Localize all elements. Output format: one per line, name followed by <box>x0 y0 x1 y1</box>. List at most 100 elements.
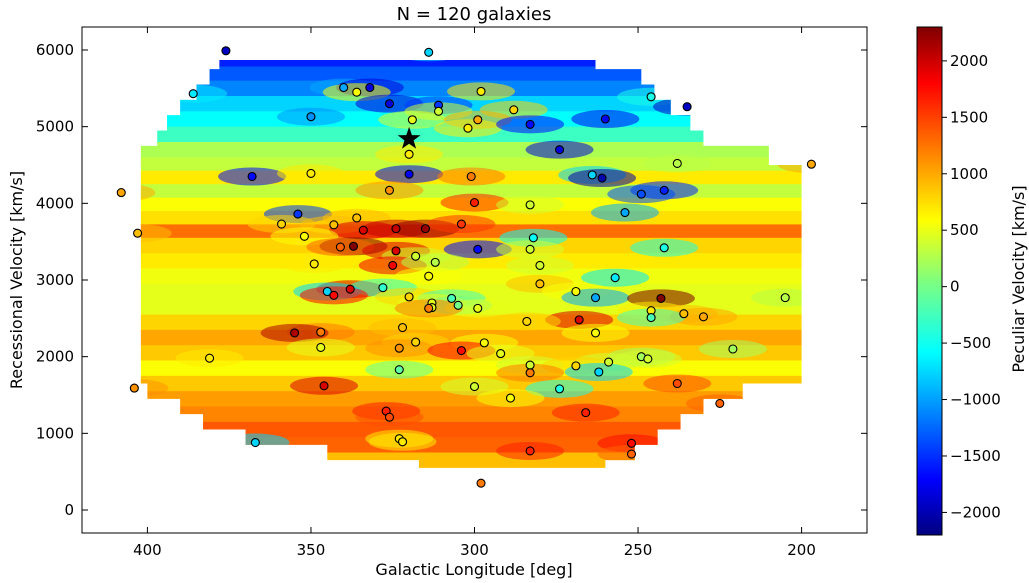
galaxy-point <box>322 286 332 297</box>
y-axis-label: Recessional Velocity [km/s] <box>7 171 26 389</box>
colorbar-tick-label: 2000 <box>950 52 988 70</box>
galaxy-point <box>397 322 408 333</box>
galaxy-point <box>404 149 414 159</box>
galaxy-point <box>780 293 790 303</box>
galaxy-point <box>456 345 466 356</box>
colorbar-tick-label: −1000 <box>950 391 1001 409</box>
colorbar-tick-label: 1500 <box>950 108 988 126</box>
galaxy-point <box>247 171 257 182</box>
y-tick-label: 1000 <box>36 424 74 442</box>
galaxy-point <box>469 198 480 208</box>
galaxy-point <box>496 349 506 359</box>
galaxy-point <box>626 438 637 448</box>
colorbar-tick-label: −500 <box>950 334 991 352</box>
galaxy-point <box>672 158 682 169</box>
galaxy-point <box>293 209 303 219</box>
colorbar-tick-label: −2000 <box>950 503 1001 521</box>
galaxy-point <box>525 446 535 456</box>
galaxy-point <box>672 378 682 389</box>
x-tick-label: 200 <box>787 541 816 559</box>
galaxy-point <box>424 271 434 281</box>
galaxy-point <box>319 381 329 391</box>
galaxy-point <box>473 303 483 313</box>
y-tick-label: 4000 <box>36 194 74 212</box>
x-axis-label: Galactic Longitude [deg] <box>375 560 572 579</box>
galaxy-point <box>339 83 349 93</box>
y-tick-label: 0 <box>64 501 74 519</box>
galaxy-point <box>728 344 738 354</box>
galaxy-point <box>345 284 355 294</box>
galaxy-point <box>554 145 565 155</box>
galaxy-point <box>306 112 316 122</box>
galaxy-point <box>469 382 480 392</box>
galaxy-point <box>476 86 486 96</box>
galaxy-point <box>581 408 591 418</box>
galaxy-point <box>394 343 404 353</box>
galaxy-point <box>391 224 401 234</box>
galaxy-point <box>411 251 421 261</box>
galaxy-point <box>646 92 656 102</box>
field-band <box>140 142 802 158</box>
galaxy-point <box>348 241 359 251</box>
galaxy-point <box>535 279 545 289</box>
colorbar-tick-label: 500 <box>950 221 979 239</box>
galaxy-point <box>715 398 725 408</box>
colorbar-tick-label: −1500 <box>950 447 1001 465</box>
galaxy-point <box>636 189 646 199</box>
galaxy-point <box>463 123 473 133</box>
galaxy-point <box>597 173 607 183</box>
galaxy-point <box>679 309 689 319</box>
galaxy-point <box>476 478 486 488</box>
galaxy-point <box>643 354 653 364</box>
field-blob <box>140 224 172 243</box>
galaxy-point <box>453 300 463 310</box>
galaxy-point <box>522 316 532 326</box>
galaxy-point <box>525 244 535 254</box>
galaxy-point <box>299 231 309 241</box>
galaxy-point <box>456 219 466 229</box>
field-blob <box>140 379 169 398</box>
galaxy-point <box>205 353 215 363</box>
chart-title: N = 120 galaxies <box>397 4 552 25</box>
galaxy-point <box>394 365 404 375</box>
galaxy-point <box>309 259 319 269</box>
galaxy-point <box>659 243 669 253</box>
galaxy-point <box>388 260 398 270</box>
galaxy-point <box>329 220 339 230</box>
galaxy-point <box>404 169 414 179</box>
galaxy-point <box>610 273 620 283</box>
galaxy-point <box>587 170 597 180</box>
galaxy-point <box>411 337 421 347</box>
galaxy-point <box>250 437 260 448</box>
y-tick-label: 3000 <box>36 271 74 289</box>
galaxy-point <box>535 260 545 270</box>
colorbar-gradient <box>916 26 943 536</box>
galaxy-point <box>306 168 316 178</box>
x-axis-ticks: 400 350 300 250 200 <box>133 27 816 559</box>
galaxy-point <box>473 244 483 254</box>
galaxy-point <box>646 313 656 323</box>
galaxy-point <box>420 224 430 234</box>
galaxy-point <box>682 102 692 112</box>
galaxy-point <box>397 437 408 447</box>
galaxy-point <box>505 393 516 403</box>
galaxy-point <box>433 106 444 116</box>
galaxy-point <box>407 115 417 125</box>
galaxy-point <box>358 225 368 235</box>
galaxy-point <box>554 384 565 394</box>
galaxy-point <box>352 213 362 223</box>
colorbar-tick-label: 1000 <box>950 165 988 183</box>
galaxy-point <box>466 171 476 182</box>
field-band <box>140 66 802 82</box>
galaxy-point <box>133 228 143 238</box>
galaxy-point <box>116 188 126 198</box>
galaxy-point <box>571 286 581 297</box>
colorbar: 2000 1500 1000 500 0 −500 −1000 −1500 −2000 Pecu… <box>916 26 1028 536</box>
colorbar-tick-label: 0 <box>950 278 960 296</box>
galaxy-point <box>590 293 601 303</box>
galaxy-point <box>404 292 414 302</box>
colorbar-label: Peculiar Velocity [km/s] <box>1009 185 1028 372</box>
y-tick-label: 2000 <box>36 348 74 366</box>
galaxy-point <box>424 47 434 57</box>
